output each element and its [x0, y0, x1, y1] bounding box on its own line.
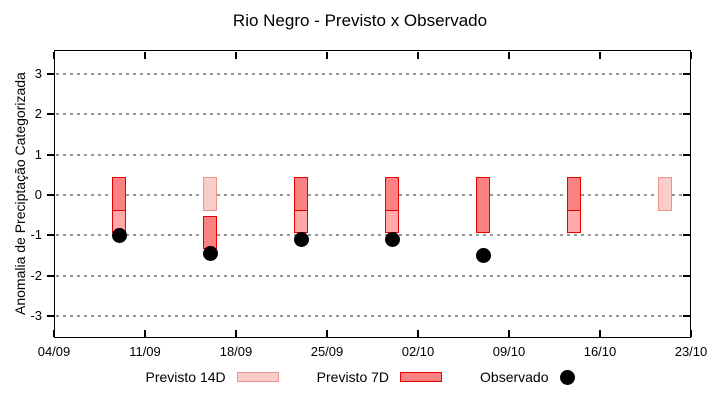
y-axis-tick — [682, 314, 690, 317]
x-axis-tick — [235, 329, 237, 337]
chart-title: Rio Negro - Previsto x Observado — [232, 11, 488, 30]
x-axis-tick — [235, 51, 237, 59]
x-axis-tick — [144, 329, 146, 337]
x-tick-label: 23/10 — [674, 344, 708, 359]
y-axis-tick — [682, 274, 690, 277]
x-axis-tick — [326, 51, 328, 59]
y-axis-tick — [47, 234, 54, 237]
x-tick-label: 16/10 — [583, 344, 617, 359]
x-axis-tick — [144, 51, 146, 59]
legend-label-observado: Observado — [480, 369, 549, 385]
plot-border — [54, 50, 691, 338]
y-tick-label: 2 — [34, 106, 42, 122]
y-axis-tick — [682, 194, 690, 196]
observed-point — [202, 245, 218, 261]
forecast-bar-segment-previsto_14d — [658, 176, 672, 212]
y-axis-tick — [682, 234, 690, 237]
x-axis-tick — [417, 51, 419, 59]
previsto-7d-swatch — [400, 372, 443, 382]
y-tick-label: -3 — [30, 307, 42, 323]
y-axis-tick — [47, 153, 54, 156]
legend-item-previsto-7d: Previsto 7D — [316, 369, 443, 385]
gridline — [56, 194, 689, 196]
y-axis-tick — [47, 274, 54, 277]
gridline — [56, 274, 689, 277]
x-axis-tick — [508, 51, 510, 59]
y-tick-label: 1 — [34, 146, 42, 162]
x-axis-tick — [690, 51, 692, 59]
observed-point — [475, 247, 491, 263]
x-axis-tick — [599, 51, 601, 59]
forecast-bar-segment-previsto_7d — [476, 176, 490, 234]
legend-label-previsto-14d: Previsto 14D — [145, 369, 226, 385]
x-tick-label: 25/09 — [310, 344, 344, 359]
y-axis-tick — [47, 194, 54, 196]
y-axis-tick — [682, 153, 690, 156]
y-axis-tick — [682, 113, 690, 116]
y-axis-tick — [47, 314, 54, 317]
x-axis-tick — [690, 329, 692, 337]
gridline — [56, 314, 689, 317]
gridline — [56, 153, 689, 156]
x-tick-label: 02/10 — [401, 344, 435, 359]
legend: Previsto 14D Previsto 7D Observado — [0, 369, 720, 385]
y-axis-tick — [47, 113, 54, 116]
y-tick-label: -1 — [30, 227, 42, 243]
legend-item-observado: Observado — [480, 369, 575, 385]
x-tick-label: 04/09 — [37, 344, 71, 359]
x-axis-tick — [599, 329, 601, 337]
forecast-bar-segment-overlap — [567, 209, 581, 234]
x-tick-label: 09/10 — [492, 344, 526, 359]
x-axis-tick — [326, 329, 328, 337]
gridline — [56, 73, 689, 76]
observed-point — [293, 231, 309, 247]
forecast-bar-segment-previsto_14d — [203, 176, 217, 212]
y-tick-label: 0 — [34, 187, 42, 202]
observed-point — [384, 231, 400, 247]
gridline — [56, 234, 689, 237]
previsto-14d-swatch — [236, 372, 279, 382]
y-axis-tick — [47, 73, 54, 76]
observed-point — [111, 227, 127, 243]
x-axis-tick — [417, 329, 419, 337]
y-tick-label: 3 — [34, 66, 42, 82]
observado-dot-swatch — [559, 369, 575, 385]
x-tick-label: 18/09 — [219, 344, 253, 359]
gridline — [56, 113, 689, 116]
legend-item-previsto-14d: Previsto 14D — [146, 369, 279, 385]
legend-label-previsto-7d: Previsto 7D — [316, 369, 390, 385]
x-axis-tick — [508, 329, 510, 337]
y-tick-label: -2 — [30, 267, 42, 283]
x-tick-label: 11/09 — [129, 344, 161, 359]
y-axis-tick — [682, 73, 690, 76]
